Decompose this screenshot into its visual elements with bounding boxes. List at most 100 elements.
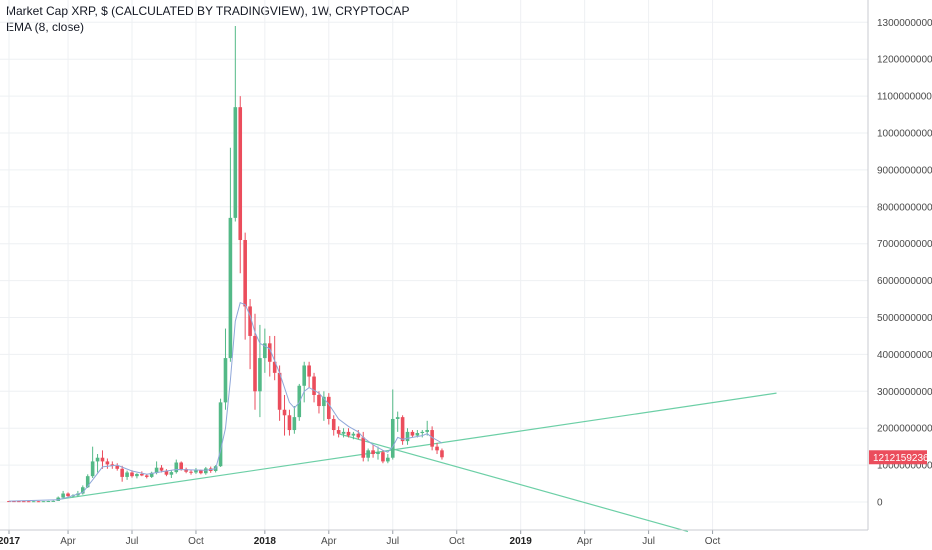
candle-body bbox=[405, 431, 410, 442]
x-tick-label: 2017 bbox=[0, 536, 21, 547]
candle-body bbox=[307, 365, 311, 377]
candle-body bbox=[223, 358, 228, 403]
candle-body bbox=[100, 457, 105, 462]
candle-body bbox=[105, 461, 110, 465]
candle-body bbox=[292, 417, 297, 431]
x-tick-label: Jul bbox=[126, 536, 139, 547]
candle-body bbox=[17, 501, 21, 503]
y-tick-label: 0 bbox=[877, 498, 883, 509]
candle-body bbox=[85, 476, 90, 488]
candle-body bbox=[204, 468, 208, 474]
candle-body bbox=[140, 473, 144, 476]
chart-title: Market Cap XRP, $ (CALCULATED BY TRADING… bbox=[6, 4, 410, 18]
candle-body bbox=[12, 501, 16, 503]
candle-body bbox=[233, 107, 238, 218]
candle-body bbox=[317, 394, 321, 407]
candle-body bbox=[120, 468, 124, 477]
y-tick-label: 40000000000 bbox=[877, 350, 932, 361]
candle-body bbox=[371, 450, 375, 455]
last-price-label: 12121592369 bbox=[869, 450, 932, 465]
y-tick-label: 30000000000 bbox=[877, 387, 932, 398]
x-tick-label: Jul bbox=[642, 536, 655, 547]
y-tick-label: 10000000000 bbox=[877, 461, 932, 472]
candle-body bbox=[346, 431, 351, 436]
candle-body bbox=[174, 462, 179, 473]
candle-body bbox=[189, 471, 193, 473]
candle-body bbox=[51, 500, 56, 502]
last-price-value: 12121592369 bbox=[873, 453, 932, 464]
candle-body bbox=[243, 240, 247, 307]
candle-body bbox=[130, 472, 134, 477]
candle-body bbox=[125, 472, 129, 477]
time-axis[interactable]: 2017 Apr Jul Oct 2018 Apr Jul Oct 2019 Apr Jul Oct bbox=[0, 529, 868, 547]
candle-body bbox=[322, 396, 326, 407]
candle-body bbox=[410, 431, 415, 436]
y-tick-label: 80000000000 bbox=[877, 202, 932, 213]
candle-body bbox=[376, 452, 380, 455]
candle-body bbox=[194, 470, 198, 473]
candle-body bbox=[356, 433, 361, 438]
candle-body bbox=[31, 501, 36, 503]
candle-body bbox=[395, 417, 400, 419]
candle-body bbox=[46, 501, 51, 503]
candle-body bbox=[430, 430, 434, 447]
trendline bbox=[338, 433, 689, 533]
candle-body bbox=[327, 396, 331, 419]
candle-body bbox=[199, 470, 203, 474]
y-tick-label: 60000000000 bbox=[877, 276, 932, 287]
candle-body bbox=[425, 430, 429, 432]
candle-body bbox=[154, 467, 159, 473]
candle-body bbox=[238, 107, 243, 241]
candle-body bbox=[312, 376, 316, 395]
candle-body bbox=[282, 409, 287, 416]
y-tick-label: 70000000000 bbox=[877, 239, 932, 250]
x-tick-label: 2019 bbox=[510, 536, 533, 547]
candle-body bbox=[26, 501, 31, 503]
candle-body bbox=[135, 473, 139, 477]
y-tick-label: 50000000000 bbox=[877, 313, 932, 324]
candle-body bbox=[361, 437, 366, 458]
candle-body bbox=[415, 432, 420, 436]
candle-body bbox=[36, 501, 41, 503]
candle-body bbox=[302, 365, 306, 386]
x-tick-label: Apr bbox=[60, 536, 76, 547]
candle-body bbox=[341, 431, 346, 434]
candle-body bbox=[110, 464, 115, 466]
x-tick-label: Jul bbox=[386, 536, 399, 547]
candle-body bbox=[21, 501, 26, 503]
price-axis[interactable]: 0 10000000000 20000000000 30000000000 400000… bbox=[867, 0, 932, 530]
x-tick-label: Apr bbox=[577, 536, 593, 547]
candle-body bbox=[390, 418, 395, 458]
x-tick-label: Apr bbox=[321, 536, 337, 547]
candle-body bbox=[169, 472, 174, 475]
ema-polyline bbox=[8, 302, 443, 502]
candle-body bbox=[7, 501, 11, 503]
candle-body bbox=[400, 417, 405, 442]
candle-body bbox=[81, 487, 85, 494]
trendlines bbox=[58, 392, 777, 533]
candle-body bbox=[381, 452, 385, 462]
candle-body bbox=[435, 446, 439, 451]
candles bbox=[7, 25, 444, 503]
y-tick-label: 100000000000 bbox=[877, 129, 932, 140]
y-tick-label: 130000000000 bbox=[877, 18, 932, 29]
candle-body bbox=[277, 372, 282, 410]
candle-body bbox=[420, 431, 425, 433]
candle-body bbox=[115, 465, 120, 469]
candle-body bbox=[149, 472, 154, 477]
candle-body bbox=[253, 335, 257, 392]
chart-grid bbox=[0, 0, 868, 530]
x-tick-label: Oct bbox=[705, 536, 721, 547]
candle-body bbox=[179, 462, 183, 470]
candle-body bbox=[287, 415, 292, 431]
x-tick-label: 2018 bbox=[254, 536, 277, 547]
x-tick-label: Oct bbox=[188, 536, 204, 547]
candle-body bbox=[386, 457, 390, 462]
candle-body bbox=[272, 361, 277, 373]
y-tick-label: 90000000000 bbox=[877, 165, 932, 176]
candle-body bbox=[184, 469, 188, 472]
candle-body bbox=[351, 433, 356, 436]
x-tick-label: Oct bbox=[449, 536, 465, 547]
candle-body bbox=[366, 450, 370, 458]
